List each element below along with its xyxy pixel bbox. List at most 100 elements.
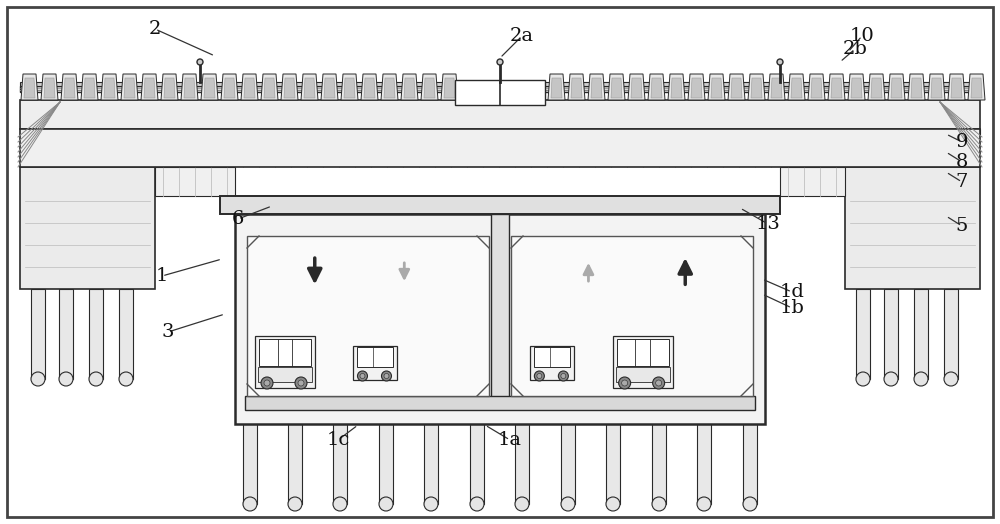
Text: 13: 13	[756, 215, 780, 233]
Bar	[697, 424, 711, 504]
Bar	[561, 424, 575, 504]
Circle shape	[656, 380, 662, 386]
Polygon shape	[301, 74, 318, 100]
Bar	[20, 100, 980, 129]
Text: 1a: 1a	[498, 431, 522, 449]
Polygon shape	[181, 74, 198, 100]
Polygon shape	[848, 74, 865, 100]
Polygon shape	[651, 78, 662, 98]
Bar	[455, 80, 545, 105]
Polygon shape	[608, 74, 625, 100]
Polygon shape	[201, 74, 218, 100]
Circle shape	[89, 372, 103, 386]
Polygon shape	[728, 74, 745, 100]
Circle shape	[288, 497, 302, 511]
Polygon shape	[731, 78, 742, 98]
Circle shape	[619, 377, 631, 389]
Polygon shape	[144, 78, 155, 98]
Circle shape	[243, 497, 257, 511]
Text: 3: 3	[162, 323, 174, 341]
Circle shape	[119, 372, 133, 386]
Polygon shape	[164, 78, 175, 98]
Polygon shape	[711, 78, 722, 98]
Bar	[119, 289, 133, 379]
Bar	[89, 289, 103, 379]
Bar	[31, 289, 45, 379]
Polygon shape	[101, 74, 118, 100]
Circle shape	[381, 371, 391, 381]
Polygon shape	[321, 74, 338, 100]
Polygon shape	[648, 74, 665, 100]
Polygon shape	[81, 74, 98, 100]
Polygon shape	[424, 78, 435, 98]
Text: 1d: 1d	[780, 283, 804, 301]
Polygon shape	[84, 78, 95, 98]
Polygon shape	[828, 74, 845, 100]
Polygon shape	[404, 78, 415, 98]
Bar	[606, 424, 620, 504]
Bar	[613, 336, 673, 388]
Circle shape	[295, 377, 307, 389]
Polygon shape	[184, 78, 195, 98]
Circle shape	[59, 372, 73, 386]
Polygon shape	[891, 78, 902, 98]
Circle shape	[558, 371, 568, 381]
Text: 9: 9	[956, 133, 968, 151]
Polygon shape	[911, 78, 922, 98]
Polygon shape	[931, 78, 942, 98]
Polygon shape	[871, 78, 882, 98]
Polygon shape	[124, 78, 135, 98]
Bar	[20, 86, 980, 92]
Polygon shape	[791, 78, 802, 98]
Circle shape	[743, 497, 757, 511]
Circle shape	[653, 377, 665, 389]
Bar	[617, 339, 669, 366]
Polygon shape	[221, 74, 238, 100]
Polygon shape	[344, 78, 355, 98]
Polygon shape	[768, 74, 785, 100]
Polygon shape	[241, 74, 258, 100]
Text: 1b: 1b	[780, 299, 804, 317]
Polygon shape	[104, 78, 115, 98]
Polygon shape	[771, 78, 782, 98]
Circle shape	[856, 372, 870, 386]
Bar	[288, 424, 302, 504]
Bar	[353, 346, 397, 380]
Circle shape	[777, 59, 783, 65]
Circle shape	[534, 371, 544, 381]
Circle shape	[264, 380, 270, 386]
Polygon shape	[61, 74, 78, 100]
Circle shape	[261, 377, 273, 389]
Text: 2: 2	[149, 20, 161, 38]
Bar	[235, 214, 765, 424]
Circle shape	[197, 59, 203, 65]
Text: 2a: 2a	[510, 27, 534, 45]
Polygon shape	[548, 74, 565, 100]
Text: 8: 8	[956, 153, 968, 171]
Bar	[379, 424, 393, 504]
Polygon shape	[708, 74, 725, 100]
Bar	[491, 214, 509, 404]
Polygon shape	[788, 74, 805, 100]
Polygon shape	[21, 74, 38, 100]
Bar	[424, 424, 438, 504]
Polygon shape	[381, 74, 398, 100]
Polygon shape	[551, 78, 562, 98]
Circle shape	[697, 497, 711, 511]
Circle shape	[360, 374, 365, 378]
Polygon shape	[971, 78, 982, 98]
Polygon shape	[324, 78, 335, 98]
Polygon shape	[691, 78, 702, 98]
Text: 5: 5	[956, 217, 968, 235]
Circle shape	[384, 374, 389, 378]
Circle shape	[561, 374, 566, 378]
Circle shape	[944, 372, 958, 386]
Polygon shape	[668, 74, 685, 100]
Bar	[515, 424, 529, 504]
Text: 2b: 2b	[843, 40, 867, 58]
Polygon shape	[264, 78, 275, 98]
Polygon shape	[401, 74, 418, 100]
Polygon shape	[341, 74, 358, 100]
Circle shape	[914, 372, 928, 386]
Bar	[780, 167, 845, 196]
